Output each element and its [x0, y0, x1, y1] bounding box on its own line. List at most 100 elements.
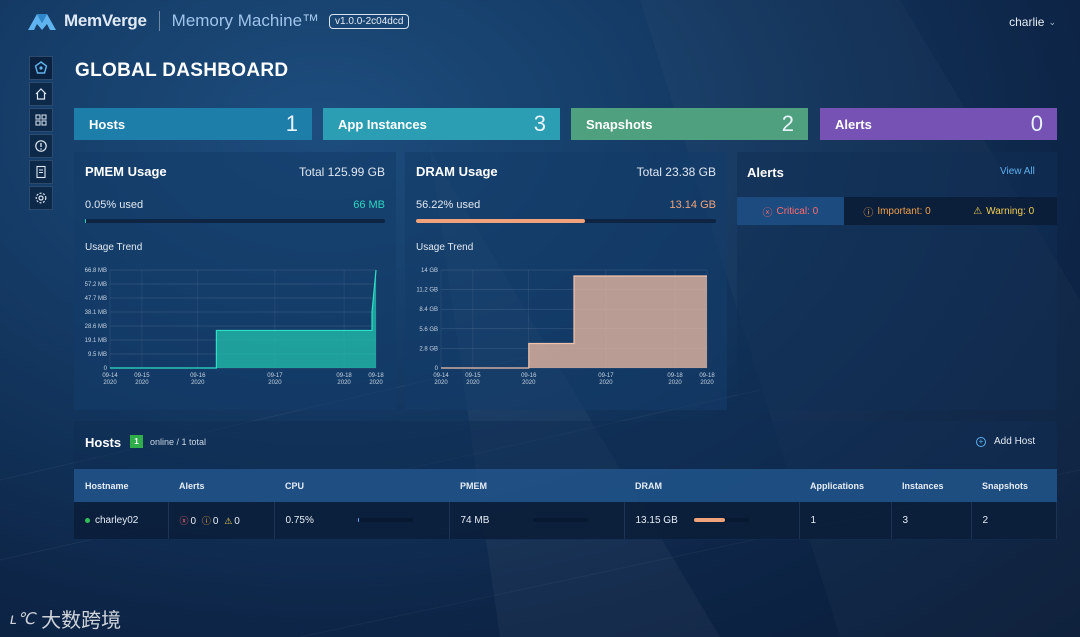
nav-grid[interactable] [29, 108, 53, 132]
x-tick-year-label: 2020 [191, 380, 205, 386]
column-header-hostname[interactable]: Hostname [74, 469, 168, 502]
alert-tab-warning[interactable]: ⚠ Warning: 0 [950, 197, 1058, 225]
stat-value: 0 [1030, 111, 1043, 136]
cell-cpu: 0.75% [274, 502, 450, 539]
cell-pmem: 74 MB [449, 502, 625, 539]
x-tick-label: 09-17 [598, 373, 614, 379]
important-icon: ⓘ [863, 207, 874, 219]
add-host-button[interactable]: + Add Host [976, 436, 1035, 447]
column-header-snapshots[interactable]: Snapshots [971, 469, 1057, 502]
column-header-pmem[interactable]: PMEM [449, 469, 624, 502]
dram-mini-bar-fill [693, 518, 725, 523]
dram-usage-bar-fill [416, 219, 585, 223]
stat-card-snapshots[interactable]: Snapshots 2 [571, 108, 808, 140]
stat-label: App Instances [338, 116, 427, 132]
hosts-title: Hosts [85, 435, 122, 450]
host-important-count: 0 [212, 516, 219, 527]
user-name: charlie [1009, 15, 1045, 29]
series-line [110, 269, 377, 369]
x-tick-year-label: 2020 [668, 380, 682, 386]
y-tick-label: 38.1 MB [85, 310, 107, 316]
watermark: ʟ℃ 大数跨境 [10, 604, 121, 633]
y-tick-label: 0 [435, 366, 439, 372]
column-header-alerts[interactable]: Alerts [168, 469, 274, 502]
view-all-alerts-link[interactable]: View All [1000, 166, 1035, 177]
stat-card-app-instances[interactable]: App Instances 3 [323, 108, 560, 140]
x-tick-year-label: 2020 [434, 380, 448, 386]
y-tick-label: 5.6 GB [419, 327, 438, 333]
x-tick-year-label: 2020 [599, 380, 613, 386]
table-header-row: Hostname Alerts CPU PMEM DRAM Applicatio… [74, 469, 1057, 502]
user-menu[interactable]: charlie ⌄ [1009, 15, 1056, 29]
stat-label: Snapshots [586, 116, 653, 132]
side-nav [29, 56, 53, 212]
pmem-value: 74 MB [460, 515, 490, 526]
y-tick-label: 14 GB [421, 268, 438, 274]
x-tick-label: 09-16 [190, 373, 206, 379]
report-icon [36, 165, 46, 179]
brand-logo[interactable]: MemVerge Memory Machine™ v1.0.0-2c04dcd [28, 10, 410, 32]
alert-tab-important[interactable]: ⓘ Important: 0 [843, 197, 951, 225]
add-host-label: Add Host [994, 436, 1036, 447]
pmem-trend-label: Usage Trend [85, 242, 143, 253]
y-tick-label: 47.7 MB [85, 296, 107, 302]
y-tick-label: 8.4 GB [419, 307, 438, 313]
dram-mini-bar [693, 518, 749, 523]
y-tick-label: 9.5 MB [88, 352, 107, 358]
nav-home[interactable] [29, 82, 53, 106]
hostname-text: charley02 [95, 515, 139, 526]
nav-settings[interactable] [29, 186, 53, 210]
table-row[interactable]: charley02 ⓧ 0 ⓘ 0 ⚠ 0 0.75% 74 MB 13.15 GB … [74, 502, 1057, 539]
important-count: Important: 0 [877, 205, 931, 217]
x-tick-label: 09-18 [368, 373, 384, 379]
x-tick-year-label: 2020 [103, 380, 117, 386]
column-header-applications[interactable]: Applications [799, 469, 891, 502]
critical-icon: ⓧ [179, 516, 189, 526]
nav-dashboard[interactable] [29, 56, 53, 80]
pmem-usage-bar [85, 219, 385, 223]
y-tick-label: 11.2 GB [416, 288, 438, 294]
cell-hostname[interactable]: charley02 [74, 502, 169, 539]
cell-instances: 3 [891, 502, 972, 539]
product-name: Memory Machine™ [171, 11, 320, 30]
cell-applications: 1 [799, 502, 892, 539]
cell-snapshots: 2 [971, 502, 1057, 539]
warning-count: Warning: 0 [986, 205, 1035, 217]
hosts-table: Hostname Alerts CPU PMEM DRAM Applicatio… [74, 469, 1057, 539]
x-tick-year-label: 2020 [700, 380, 714, 386]
y-tick-label: 28.6 MB [85, 324, 107, 330]
plus-icon: + [976, 436, 986, 447]
x-tick-label: 09-17 [267, 373, 283, 379]
x-tick-label: 09-16 [521, 373, 537, 379]
stat-card-hosts[interactable]: Hosts 1 [74, 108, 312, 140]
alerts-panel-title: Alerts [747, 165, 784, 180]
column-header-dram[interactable]: DRAM [624, 469, 799, 502]
pmem-mini-bar [533, 518, 589, 523]
dram-usage-bar [416, 219, 716, 223]
dram-used-value: 13.14 GB [669, 199, 716, 211]
alert-severity-tabs: ⓧ Critical: 0 ⓘ Important: 0 ⚠ Warning: … [737, 197, 1058, 225]
alert-tab-critical[interactable]: ⓧ Critical: 0 [737, 197, 844, 225]
memverge-logo-icon [28, 14, 56, 30]
column-header-instances[interactable]: Instances [891, 469, 971, 502]
brand-separator [158, 11, 160, 31]
stat-value: 3 [533, 111, 546, 136]
y-tick-label: 66.8 MB [85, 268, 107, 274]
x-tick-year-label: 2020 [522, 380, 536, 386]
nav-reports[interactable] [29, 160, 53, 184]
x-tick-year-label: 2020 [466, 380, 480, 386]
series-area [110, 270, 376, 368]
critical-icon: ⓧ [762, 207, 773, 219]
warning-icon: ⚠ [224, 516, 233, 526]
column-header-cpu[interactable]: CPU [274, 469, 449, 502]
cell-alerts: ⓧ 0 ⓘ 0 ⚠ 0 [168, 502, 275, 539]
pmem-used-value: 66 MB [353, 199, 385, 211]
stat-value: 1 [285, 111, 298, 136]
nav-alerts[interactable] [29, 134, 53, 158]
x-tick-label: 09-18 [667, 373, 683, 379]
alert-circle-icon [35, 140, 47, 152]
pmem-usage-trend-chart: 66.8 MB 57.2 MB 47.7 MB 38.1 MB 28.6 MB 19.1 … [85, 268, 385, 386]
stat-card-alerts[interactable]: Alerts 0 [820, 108, 1057, 140]
home-icon [35, 88, 47, 100]
